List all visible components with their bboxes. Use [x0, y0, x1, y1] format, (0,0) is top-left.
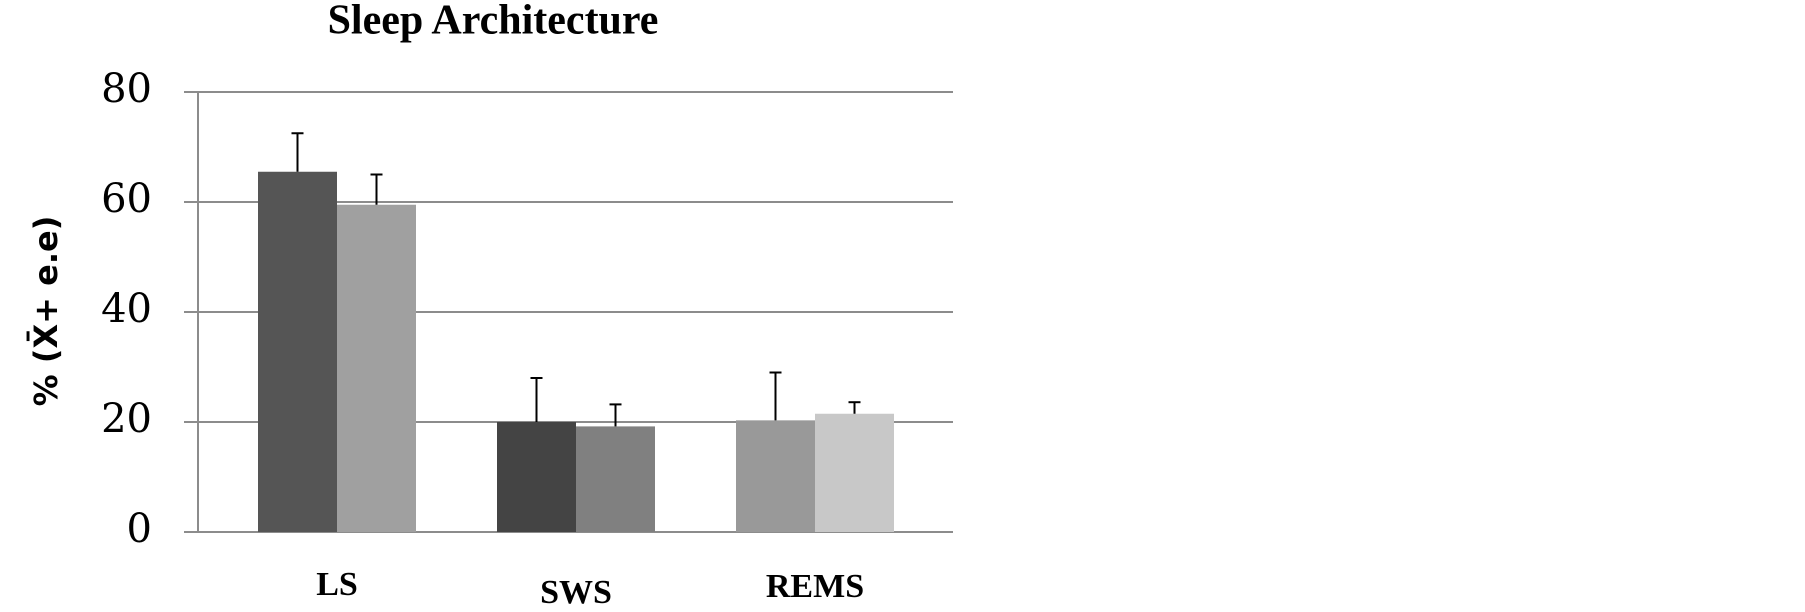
x-tick-label: SWS	[540, 574, 612, 611]
y-tick-label: 40	[101, 286, 152, 332]
bar	[815, 413, 894, 532]
bar	[497, 422, 576, 532]
bar	[337, 204, 416, 532]
y-axis-label: % (X̄+ e.e)	[27, 216, 65, 407]
x-tick-label: REMS	[766, 568, 864, 605]
bar	[736, 420, 815, 532]
x-tick-label: LS	[316, 566, 358, 603]
bar	[576, 426, 655, 532]
y-tick-label: 80	[101, 66, 152, 112]
bar	[258, 171, 337, 532]
y-tick-label: 60	[101, 176, 152, 222]
y-tick-label: 20	[101, 396, 152, 442]
chart-title: Sleep Architecture	[328, 0, 659, 44]
y-tick-label: 0	[127, 506, 152, 552]
